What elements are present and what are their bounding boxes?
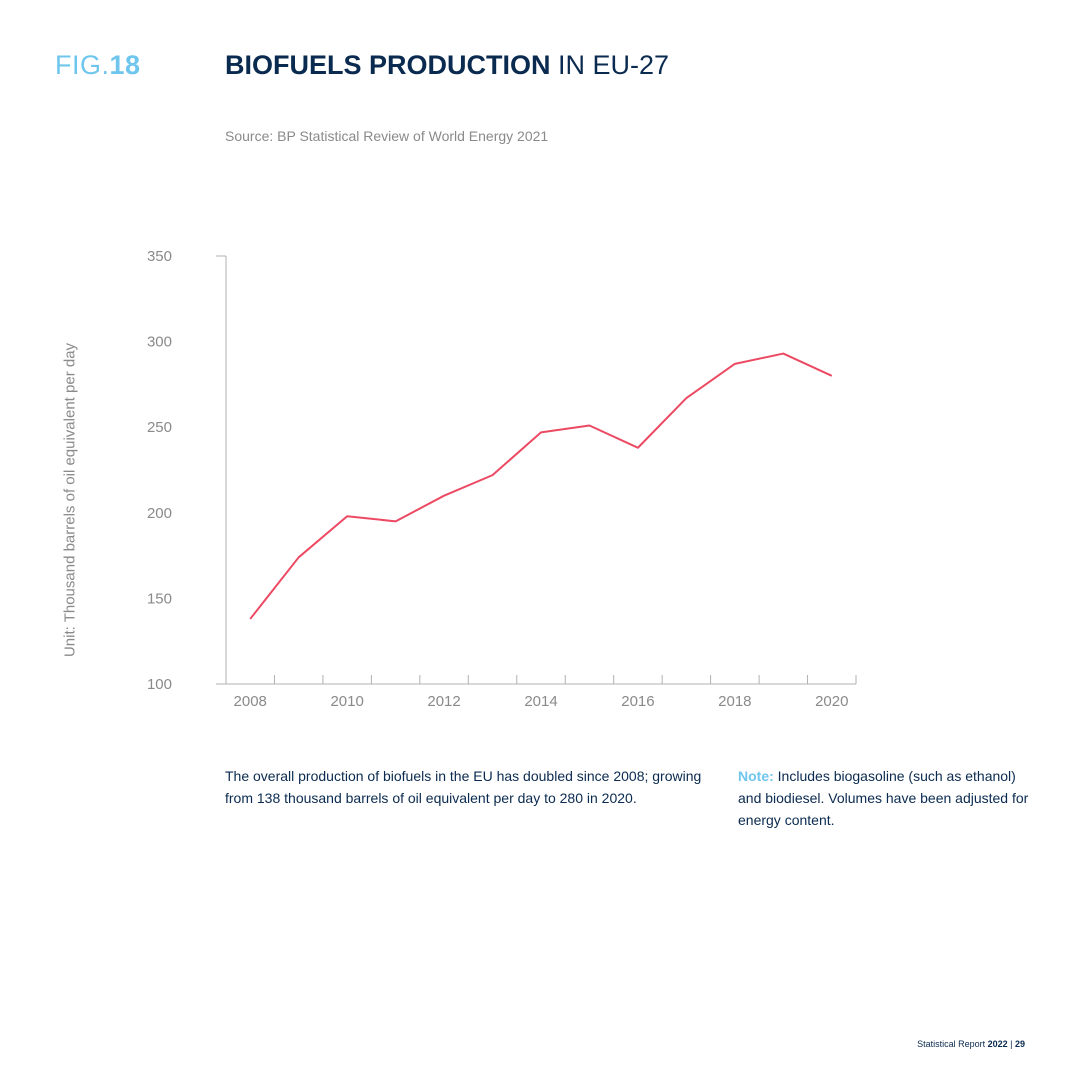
page-footer: Statistical Report 2022 | 29 [917, 1039, 1025, 1049]
title-bold: BIOFUELS PRODUCTION [225, 50, 551, 80]
page-title: BIOFUELS PRODUCTION IN EU-27 [225, 50, 669, 81]
figure-number-value: 18 [109, 50, 141, 80]
figure-number: FIG.18 [55, 50, 141, 81]
y-tick-label: 100 [147, 676, 172, 693]
footer-page: 29 [1014, 1039, 1025, 1049]
y-tick-label: 350 [147, 248, 172, 265]
title-rest: IN EU-27 [550, 50, 670, 80]
y-tick-label: 300 [147, 334, 172, 351]
x-tick-label: 2018 [718, 693, 751, 710]
series-line [249, 352, 833, 620]
line-chart: 2008 2010 2012 2014 2016 2018 2020 100 150 200 250… [147, 248, 857, 710]
footer-report: Statistical Report [917, 1039, 988, 1049]
x-tick-label: 2016 [621, 693, 654, 710]
footer-separator: | [1007, 1039, 1015, 1049]
y-tick-label: 200 [147, 505, 172, 522]
note-text: Includes biogasoline (such as ethanol) a… [738, 768, 1029, 828]
x-tick-label: 2014 [524, 693, 557, 710]
x-tick-label: 2012 [427, 693, 460, 710]
x-tick-label: 2010 [330, 693, 363, 710]
source-note: Source: BP Statistical Review of World E… [225, 128, 549, 144]
summary-text: The overall production of biofuels in th… [225, 768, 702, 806]
y-tick-label: 250 [147, 419, 172, 436]
footer-year: 2022 [987, 1039, 1008, 1049]
x-tick-label: 2020 [815, 693, 848, 710]
x-tick-label: 2008 [234, 693, 267, 710]
y-tick-label: 150 [147, 590, 172, 607]
note-block: Note: Includes biogasoline (such as etha… [738, 765, 1038, 831]
figure-prefix: FIG. [55, 50, 110, 80]
note-label: Note: [738, 768, 774, 784]
